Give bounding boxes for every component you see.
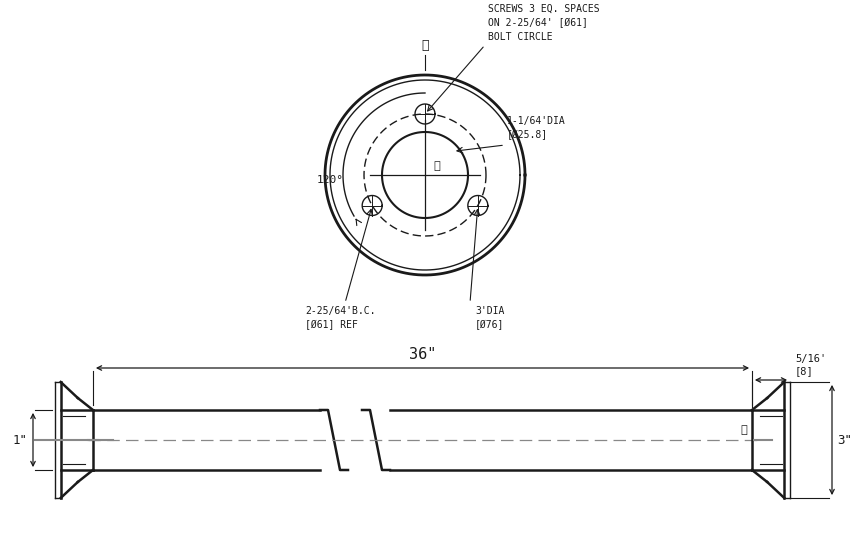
- Text: 120°: 120°: [317, 175, 344, 185]
- Text: 1-1/64'DIA
[Ø25.8]: 1-1/64'DIA [Ø25.8]: [507, 116, 566, 140]
- Text: ℄: ℄: [422, 39, 428, 52]
- Text: ℄: ℄: [433, 161, 439, 171]
- Text: 5/16'
[8]: 5/16' [8]: [795, 354, 826, 376]
- Text: ℄: ℄: [740, 425, 747, 435]
- Text: 3": 3": [837, 434, 850, 446]
- Text: 1": 1": [13, 434, 28, 446]
- Text: 36": 36": [409, 347, 436, 362]
- Text: 3'DIA
[Ø76]: 3'DIA [Ø76]: [475, 306, 504, 330]
- Text: 2-25/64'B.C.
[Ø61] REF: 2-25/64'B.C. [Ø61] REF: [305, 306, 376, 330]
- Text: 17/64' DIA [Ø6.7]
SCREWS 3 EQ. SPACES
ON 2-25/64' [Ø61]
BOLT CIRCLE: 17/64' DIA [Ø6.7] SCREWS 3 EQ. SPACES ON…: [488, 0, 599, 42]
